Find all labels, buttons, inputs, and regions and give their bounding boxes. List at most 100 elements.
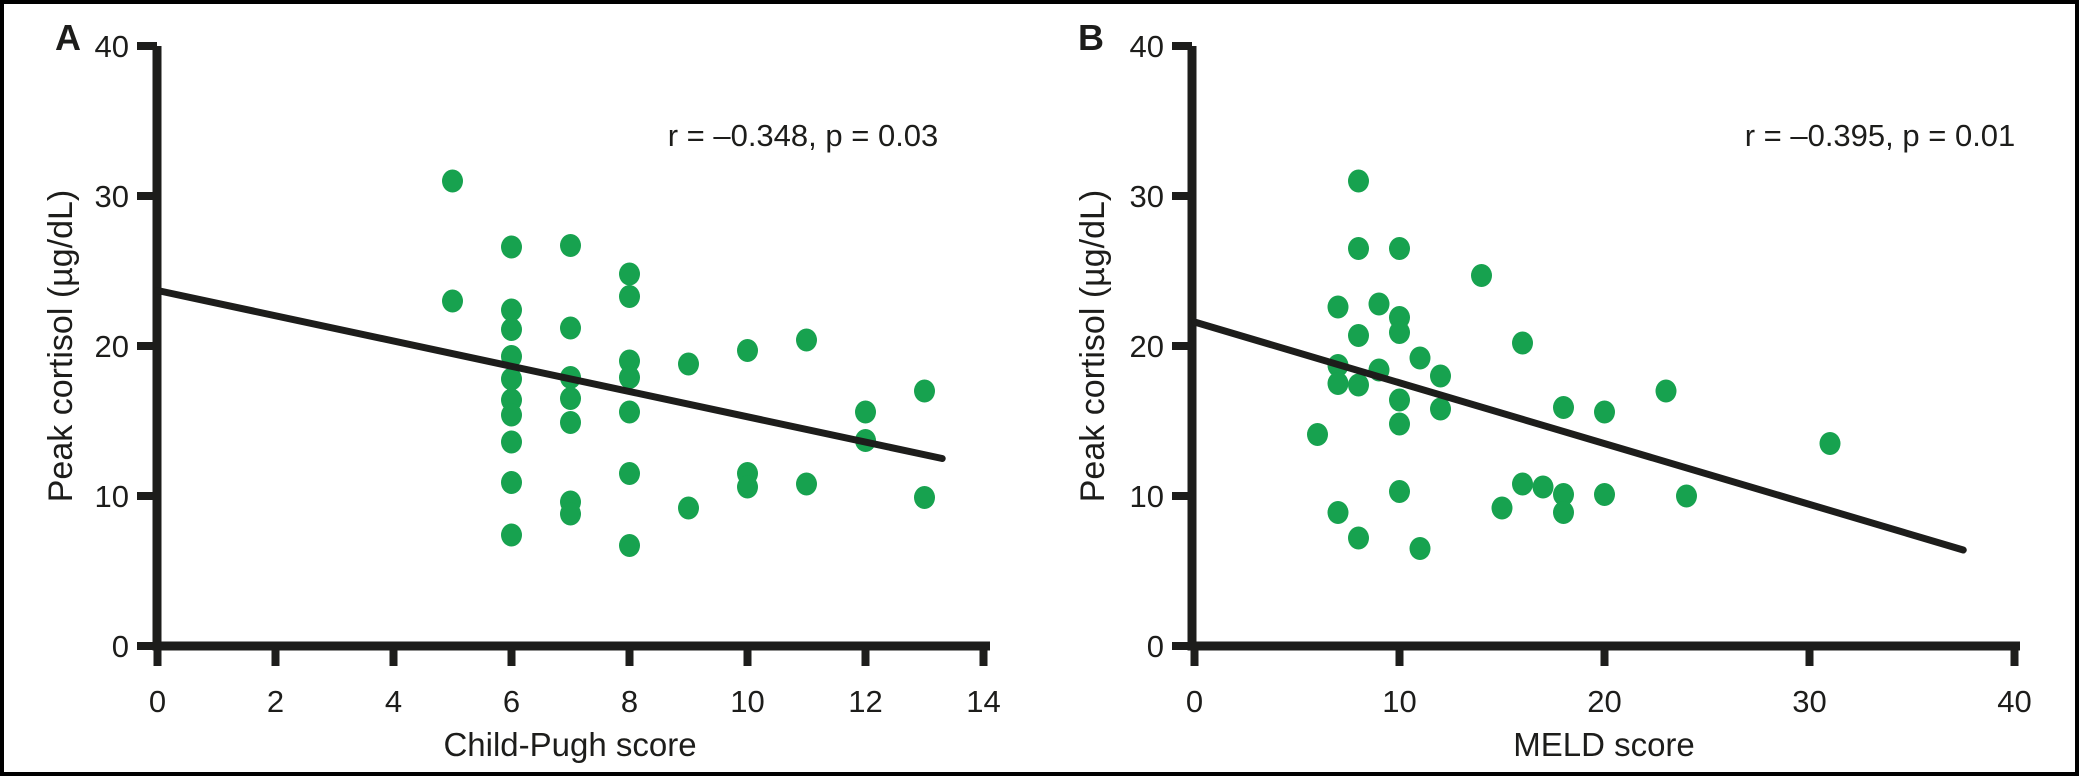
y-axis-title: Peak cortisol (µg/dL) xyxy=(1074,190,1112,503)
data-point xyxy=(1553,396,1574,419)
data-point xyxy=(678,352,699,376)
x-tick-label: 10 xyxy=(730,684,764,719)
data-point xyxy=(678,496,699,520)
data-point xyxy=(501,403,522,427)
trend-line xyxy=(1191,318,1967,554)
data-point xyxy=(796,472,817,496)
data-point xyxy=(560,411,581,434)
x-tick-label: 8 xyxy=(621,684,638,719)
data-point xyxy=(1368,292,1390,316)
data-point xyxy=(442,169,463,193)
x-tick-label: 20 xyxy=(1587,684,1621,719)
x-tick-label: 14 xyxy=(966,684,1000,719)
data-point xyxy=(1430,364,1451,388)
data-point xyxy=(1348,237,1369,260)
y-tick-label: 0 xyxy=(112,629,129,664)
x-tick-label: 40 xyxy=(1997,684,2031,719)
data-point xyxy=(914,486,935,509)
data-point xyxy=(1409,346,1431,370)
data-point xyxy=(619,400,640,424)
x-axis-title: MELD score xyxy=(1513,726,1695,763)
data-point xyxy=(501,235,522,259)
data-point xyxy=(1471,264,1492,287)
data-point xyxy=(1512,331,1533,355)
y-tick-label: 30 xyxy=(1130,179,1164,214)
data-point xyxy=(1348,373,1369,397)
data-point xyxy=(560,316,581,340)
data-point xyxy=(737,339,758,362)
x-tick-label: 0 xyxy=(149,684,166,719)
data-point xyxy=(796,328,817,352)
data-point xyxy=(1676,484,1697,508)
y-axis-title: Peak cortisol (µg/dL) xyxy=(42,190,80,503)
y-tick-label: 40 xyxy=(1130,29,1164,64)
data-point xyxy=(501,318,522,341)
data-point xyxy=(1327,295,1349,319)
y-tick-label: 10 xyxy=(95,479,129,514)
y-tick-label: 20 xyxy=(1130,329,1164,364)
data-point xyxy=(1594,483,1615,506)
x-tick-label: 0 xyxy=(1186,684,1203,719)
data-point xyxy=(1430,397,1451,421)
data-point xyxy=(619,366,640,389)
x-tick-label: 6 xyxy=(503,684,520,719)
y-tick-label: 0 xyxy=(1147,629,1164,664)
data-point xyxy=(1491,496,1513,520)
correlation-annotation: r = –0.395, p = 0.01 xyxy=(1745,118,2016,153)
x-tick-label: 4 xyxy=(385,684,402,719)
data-point xyxy=(501,367,522,391)
data-point xyxy=(619,262,640,286)
panel-letter: A xyxy=(55,17,81,58)
data-point xyxy=(1389,480,1410,503)
y-tick-label: 10 xyxy=(1130,479,1164,514)
data-point xyxy=(855,400,876,424)
data-point xyxy=(619,462,640,485)
data-point xyxy=(501,298,522,322)
x-axis-title: Child-Pugh score xyxy=(443,726,696,763)
data-point xyxy=(501,471,522,494)
y-tick-label: 40 xyxy=(95,29,129,64)
data-point xyxy=(1553,501,1574,524)
data-point xyxy=(619,349,640,373)
panel-letter: B xyxy=(1078,17,1104,58)
correlation-annotation: r = –0.348, p = 0.03 xyxy=(668,118,939,153)
data-point xyxy=(1348,324,1369,347)
data-point xyxy=(560,502,581,526)
data-point xyxy=(619,285,640,308)
data-point xyxy=(501,523,522,547)
data-point xyxy=(737,475,758,499)
data-point xyxy=(914,379,935,403)
data-point xyxy=(442,289,463,313)
data-point xyxy=(560,387,581,410)
data-point xyxy=(1532,475,1554,499)
data-point xyxy=(1389,412,1410,436)
data-point xyxy=(1348,526,1369,550)
data-point xyxy=(1348,169,1369,193)
x-tick-label: 10 xyxy=(1382,684,1416,719)
data-point xyxy=(1327,372,1349,395)
x-tick-label: 2 xyxy=(267,684,284,719)
data-point xyxy=(1594,400,1615,424)
data-point xyxy=(1307,423,1328,446)
data-point xyxy=(1409,537,1431,560)
data-point xyxy=(1819,432,1841,455)
data-point xyxy=(1553,483,1574,506)
trend-line xyxy=(154,287,946,462)
data-point xyxy=(619,534,640,557)
y-tick-label: 30 xyxy=(95,179,129,214)
data-point xyxy=(560,234,581,257)
data-point xyxy=(1655,379,1677,403)
y-tick-label: 20 xyxy=(95,329,129,364)
data-point xyxy=(1327,501,1349,524)
data-point xyxy=(1389,321,1410,344)
x-tick-label: 30 xyxy=(1792,684,1826,719)
data-point xyxy=(1512,472,1533,496)
data-point xyxy=(501,430,522,454)
x-tick-label: 12 xyxy=(848,684,882,719)
data-point xyxy=(1389,237,1410,260)
data-point xyxy=(1389,388,1410,412)
